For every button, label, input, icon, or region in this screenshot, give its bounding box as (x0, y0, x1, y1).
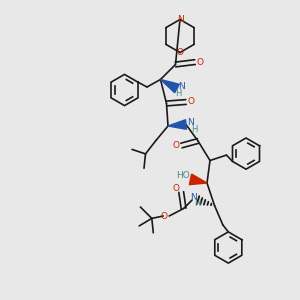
Polygon shape (189, 174, 207, 185)
Polygon shape (168, 120, 186, 129)
Polygon shape (160, 80, 179, 93)
Text: N: N (190, 193, 197, 202)
Text: O: O (197, 58, 204, 67)
Text: N: N (178, 82, 184, 91)
Text: O: O (161, 212, 168, 221)
Text: O: O (176, 48, 184, 57)
Text: O: O (188, 98, 195, 106)
Text: N: N (187, 118, 194, 127)
Text: N: N (177, 15, 183, 24)
Text: O: O (172, 141, 180, 150)
Text: HO: HO (176, 171, 190, 180)
Text: H: H (191, 125, 198, 134)
Text: H: H (194, 199, 201, 208)
Text: O: O (172, 184, 179, 193)
Text: H: H (176, 89, 182, 98)
